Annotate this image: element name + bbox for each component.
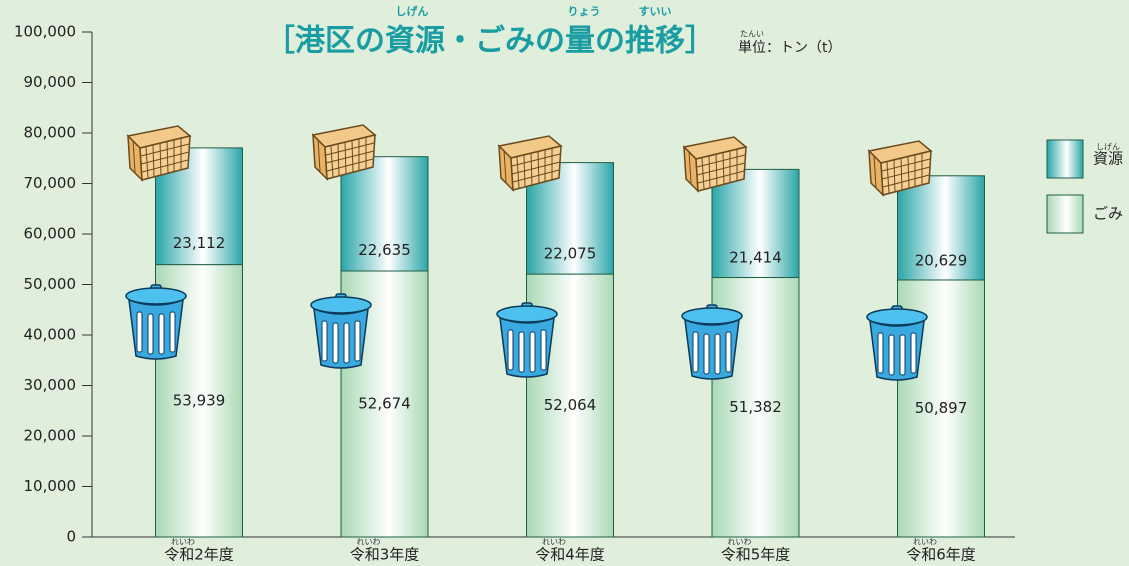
value-label: 22,635 [358, 241, 411, 259]
y-tick-label: 80,000 [24, 124, 77, 142]
x-tick-label: 令和4年度 [535, 546, 605, 564]
legend-swatch [1047, 195, 1083, 233]
category-ruby: れいわ [171, 538, 195, 547]
value-label: 50,897 [915, 399, 968, 417]
value-label: 51,382 [729, 398, 782, 416]
value-label: 22,075 [544, 245, 597, 263]
value-label: 21,414 [729, 249, 782, 267]
value-label: 52,064 [544, 396, 597, 414]
y-tick-label: 0 [66, 528, 76, 546]
unit-ruby: たんい [740, 30, 764, 39]
legend-swatch [1047, 140, 1083, 178]
x-tick-label: 令和3年度 [350, 546, 420, 564]
y-tick-label: 10,000 [24, 477, 77, 495]
y-tick-label: 70,000 [24, 174, 77, 192]
unit-label: 単位：トン（t） [738, 40, 842, 56]
trash-icon [311, 294, 371, 368]
category-ruby: れいわ [357, 538, 381, 547]
chart: ［港区の資源・ごみの量の推移］ しげん りょう すいい 単位：トン（t） たんい… [0, 0, 1129, 566]
trash-icon [867, 306, 927, 380]
trash-icon [497, 303, 557, 377]
value-label: 52,674 [358, 394, 411, 412]
y-tick-label: 40,000 [24, 326, 77, 344]
trash-icon [682, 305, 742, 379]
x-tick-label: 令和2年度 [164, 546, 234, 564]
value-label: 20,629 [915, 252, 968, 270]
value-label: 53,939 [173, 391, 226, 409]
title-ruby: すいい [639, 5, 672, 18]
category-ruby: れいわ [728, 538, 752, 547]
y-tick-label: 90,000 [24, 73, 77, 91]
y-tick-label: 60,000 [24, 225, 77, 243]
legend-ruby: しげん [1096, 143, 1120, 152]
y-tick-label: 50,000 [24, 275, 77, 293]
y-tick-label: 20,000 [24, 427, 77, 445]
category-ruby: れいわ [542, 538, 566, 547]
category-ruby: れいわ [913, 538, 937, 547]
title-ruby: しげん [396, 4, 429, 18]
y-tick-label: 100,000 [14, 23, 76, 41]
title-ruby: りょう [568, 5, 601, 18]
legend-label: 資源 [1093, 150, 1123, 168]
trash-icon [126, 285, 186, 359]
y-tick-label: 30,000 [24, 376, 77, 394]
value-label: 23,112 [173, 234, 226, 252]
x-tick-label: 令和6年度 [906, 546, 976, 564]
chart-title: ［港区の資源・ごみの量の推移］ [265, 24, 715, 59]
legend-label: ごみ [1093, 205, 1123, 223]
x-tick-label: 令和5年度 [721, 546, 791, 564]
